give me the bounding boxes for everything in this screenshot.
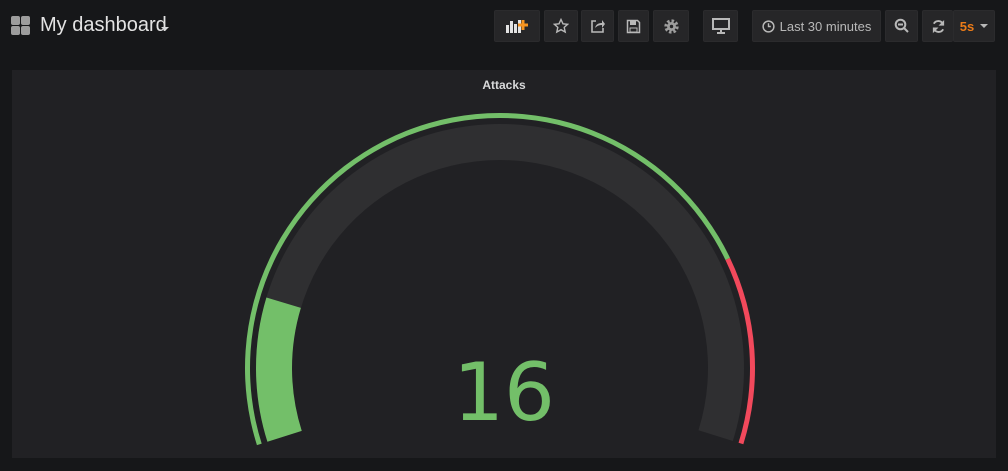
grid-icon[interactable]	[11, 16, 30, 35]
zoom-out-button[interactable]	[885, 10, 918, 42]
star-icon	[553, 18, 569, 34]
gauge-value-bar	[256, 297, 302, 442]
refresh-icon	[932, 19, 944, 33]
dashboard-title[interactable]: My dashboard	[40, 14, 167, 36]
panel-title[interactable]: Attacks	[482, 78, 526, 92]
star-button[interactable]	[544, 10, 578, 42]
save-button[interactable]	[618, 10, 649, 42]
gauge-panel: Attacks 16	[12, 70, 996, 458]
gauge	[244, 112, 755, 446]
share-button[interactable]	[581, 10, 614, 42]
tv-mode-button[interactable]	[703, 10, 738, 42]
settings-button[interactable]	[653, 10, 689, 42]
chevron-down-icon	[980, 24, 989, 28]
zoom-out-icon	[894, 18, 909, 33]
gear-icon	[663, 18, 679, 34]
save-icon	[626, 19, 641, 33]
time-picker-button[interactable]: Last 30 minutes	[752, 10, 881, 42]
chevron-down-icon[interactable]	[161, 27, 169, 31]
threshold-band-critical	[725, 257, 755, 445]
refresh-interval-label: 5s	[959, 18, 975, 34]
refresh-button[interactable]	[922, 10, 953, 42]
time-range-label: Last 30 minutes	[779, 18, 872, 34]
add-panel-icon	[506, 20, 528, 33]
refresh-interval-picker[interactable]: 5s	[953, 10, 995, 42]
clock-icon	[761, 19, 775, 33]
tv-icon	[711, 18, 730, 34]
top-nav: My dashboard Last 30 minutes 5s	[0, 0, 1008, 54]
gauge-value: 16	[453, 346, 555, 439]
share-icon	[590, 20, 605, 33]
add-panel-button[interactable]	[494, 10, 540, 42]
